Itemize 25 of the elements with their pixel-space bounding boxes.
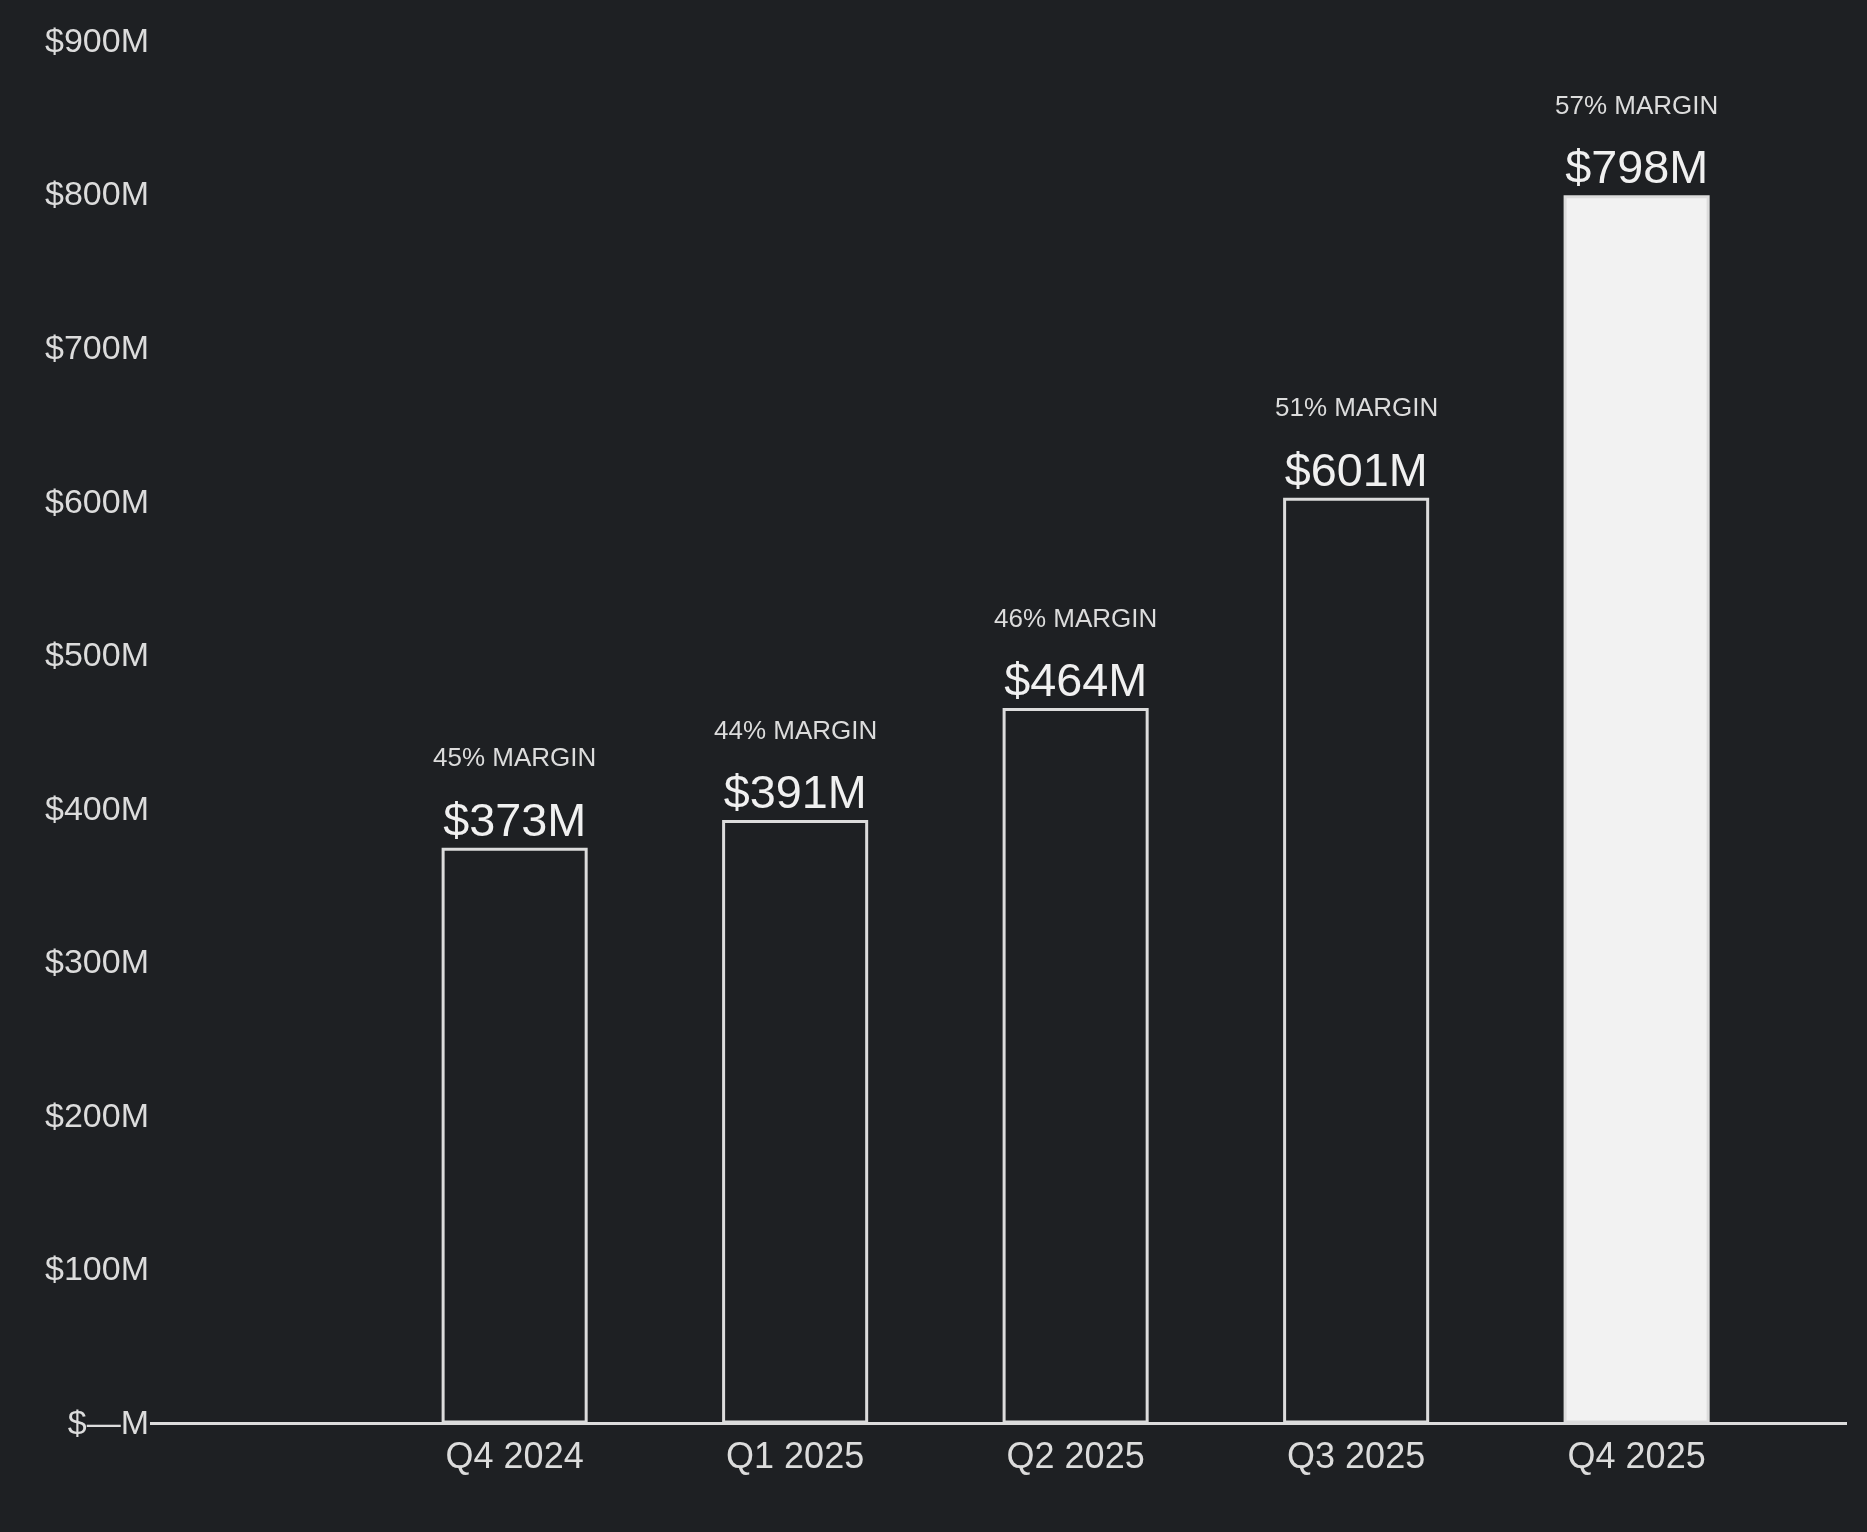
- annotation: 44% MARGIN: [714, 715, 878, 745]
- y-tick-label: $400M: [45, 788, 149, 827]
- data-label: $373M: [443, 793, 587, 846]
- x-tick-label: Q2 2025: [1006, 1435, 1145, 1477]
- data-label: $798M: [1565, 141, 1709, 194]
- y-tick-label: $700M: [45, 328, 149, 367]
- x-tick-label: Q1 2025: [726, 1435, 865, 1477]
- y-tick-label: $—M: [67, 1402, 149, 1441]
- data-label: $464M: [1004, 654, 1148, 707]
- y-tick-label: $600M: [45, 481, 149, 520]
- annotation: 51% MARGIN: [1275, 392, 1439, 422]
- annotation: 57% MARGIN: [1555, 90, 1719, 120]
- y-tick-label: $500M: [45, 635, 149, 674]
- y-tick-label: $100M: [45, 1249, 149, 1288]
- x-tick-label: Q4 2025: [1567, 1435, 1706, 1477]
- y-tick-label: $800M: [45, 174, 149, 213]
- data-label: $601M: [1284, 443, 1428, 496]
- x-tick-label: Q4 2024: [445, 1435, 584, 1477]
- y-tick-label: $300M: [45, 942, 149, 981]
- y-tick-label: $900M: [45, 20, 149, 59]
- x-tick-label: Q3 2025: [1287, 1435, 1426, 1477]
- y-tick-label: $200M: [45, 1095, 149, 1134]
- data-label: $391M: [723, 766, 867, 819]
- annotation: 46% MARGIN: [994, 603, 1158, 633]
- annotation: 45% MARGIN: [433, 742, 597, 772]
